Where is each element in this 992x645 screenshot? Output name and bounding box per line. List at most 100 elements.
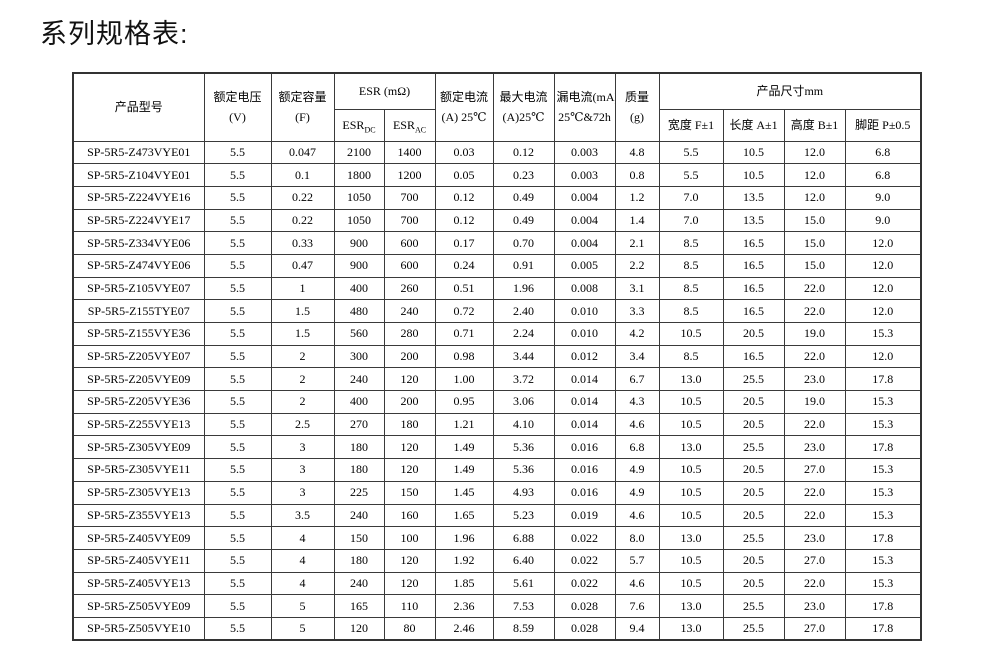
value-cell: 10.5 bbox=[658, 571, 724, 596]
value-cell: 12.0 bbox=[783, 163, 846, 187]
value-cell: 240 bbox=[333, 367, 385, 392]
value-cell: 17.8 bbox=[844, 435, 922, 460]
value-cell: 120 bbox=[333, 616, 385, 641]
product-model-cell: SP-5R5-Z205VYE09 bbox=[72, 367, 205, 392]
value-cell: 120 bbox=[383, 367, 436, 392]
value-cell: 1200 bbox=[383, 163, 436, 187]
product-model-cell: SP-5R5-Z205VYE07 bbox=[72, 344, 205, 369]
header-rated-voltage-line1: 额定电压 bbox=[213, 89, 262, 104]
value-cell: 1 bbox=[270, 276, 335, 301]
value-cell: 700 bbox=[383, 208, 436, 233]
value-cell: 700 bbox=[383, 185, 436, 210]
value-cell: 19.0 bbox=[783, 322, 846, 346]
value-cell: 165 bbox=[333, 594, 385, 618]
value-cell: 5.5 bbox=[203, 163, 272, 187]
value-cell: 80 bbox=[383, 616, 436, 641]
value-cell: 15.3 bbox=[844, 571, 922, 596]
value-cell: 1.49 bbox=[434, 435, 494, 460]
value-cell: 5.5 bbox=[203, 344, 272, 369]
value-cell: 0.70 bbox=[492, 231, 555, 255]
value-cell: 5.5 bbox=[203, 412, 272, 437]
value-cell: 20.5 bbox=[722, 548, 785, 573]
value-cell: 8.0 bbox=[614, 526, 660, 550]
product-model-cell: SP-5R5-Z305VYE11 bbox=[72, 458, 205, 482]
value-cell: 13.5 bbox=[722, 208, 785, 233]
value-cell: 4.8 bbox=[614, 140, 660, 165]
value-cell: 12.0 bbox=[844, 253, 922, 278]
value-cell: 5.5 bbox=[203, 322, 272, 346]
value-cell: 13.0 bbox=[658, 367, 724, 392]
value-cell: 5.5 bbox=[203, 390, 272, 414]
value-cell: 5.5 bbox=[203, 253, 272, 278]
page-title: 系列规格表: bbox=[40, 19, 189, 49]
value-cell: 12.0 bbox=[783, 185, 846, 210]
header-mass-line1: 质量 bbox=[625, 89, 650, 104]
table-row: SP-5R5-Z405VYE11 5.5 4 180 120 1.92 6.40 0.022 5… bbox=[72, 548, 922, 573]
value-cell: 150 bbox=[383, 480, 436, 505]
value-cell: 150 bbox=[333, 526, 385, 550]
value-cell: 5.5 bbox=[203, 276, 272, 301]
value-cell: 15.0 bbox=[783, 231, 846, 255]
value-cell: 22.0 bbox=[783, 299, 846, 323]
spec-table-body: SP-5R5-Z473VYE01 5.5 0.047 2100 1400 0.03 0.12… bbox=[72, 140, 922, 641]
value-cell: 6.40 bbox=[492, 548, 555, 573]
value-cell: 0.98 bbox=[434, 344, 494, 369]
table-row: SP-5R5-Z505VYE10 5.5 5 120 80 2.46 8.59 0.028 9.… bbox=[72, 616, 922, 641]
value-cell: 12.0 bbox=[783, 140, 846, 165]
value-cell: 4.6 bbox=[614, 412, 660, 437]
value-cell: 4 bbox=[270, 548, 335, 573]
value-cell: 15.0 bbox=[783, 208, 846, 233]
table-row: SP-5R5-Z334VYE06 5.5 0.33 900 600 0.17 0.70 0.0… bbox=[72, 231, 922, 255]
header-max-current-line1: 最大电流 bbox=[499, 89, 548, 104]
value-cell: 3.1 bbox=[614, 276, 660, 301]
table-row: SP-5R5-Z224VYE16 5.5 0.22 1050 700 0.12 0.49 0.… bbox=[72, 185, 922, 210]
value-cell: 0.016 bbox=[553, 480, 616, 505]
spec-table-header: 产品型号 额定电压 (V) 额定容量 (F) ESR (mΩ) bbox=[72, 72, 922, 142]
value-cell: 4.9 bbox=[614, 458, 660, 482]
value-cell: 4.10 bbox=[492, 412, 555, 437]
table-row: SP-5R5-Z405VYE09 5.5 4 150 100 1.96 6.88 0.022 8… bbox=[72, 526, 922, 550]
value-cell: 1.45 bbox=[434, 480, 494, 505]
value-cell: 0.005 bbox=[553, 253, 616, 278]
value-cell: 280 bbox=[383, 322, 436, 346]
value-cell: 0.003 bbox=[553, 140, 616, 165]
product-model-cell: SP-5R5-Z305VYE09 bbox=[72, 435, 205, 460]
table-row: SP-5R5-Z105VYE07 5.5 1 400 260 0.51 1.96 0.008 3… bbox=[72, 276, 922, 301]
product-model-cell: SP-5R5-Z224VYE16 bbox=[72, 185, 205, 210]
value-cell: 22.0 bbox=[783, 276, 846, 301]
value-cell: 4 bbox=[270, 571, 335, 596]
value-cell: 19.0 bbox=[783, 390, 846, 414]
value-cell: 15.3 bbox=[844, 480, 922, 505]
value-cell: 3 bbox=[270, 458, 335, 482]
value-cell: 15.3 bbox=[844, 548, 922, 573]
value-cell: 120 bbox=[383, 571, 436, 596]
value-cell: 12.0 bbox=[844, 299, 922, 323]
value-cell: 2.2 bbox=[614, 253, 660, 278]
product-model-cell: SP-5R5-Z473VYE01 bbox=[72, 140, 205, 165]
value-cell: 17.8 bbox=[844, 367, 922, 392]
value-cell: 6.8 bbox=[614, 435, 660, 460]
product-model-cell: SP-5R5-Z474VYE06 bbox=[72, 253, 205, 278]
value-cell: 4 bbox=[270, 526, 335, 550]
product-model-cell: SP-5R5-Z224VYE17 bbox=[72, 208, 205, 233]
value-cell: 0.014 bbox=[553, 367, 616, 392]
value-cell: 8.5 bbox=[658, 231, 724, 255]
value-cell: 270 bbox=[333, 412, 385, 437]
product-model-cell: SP-5R5-Z355VYE13 bbox=[72, 503, 205, 528]
value-cell: 5.5 bbox=[203, 208, 272, 233]
product-model-cell: SP-5R5-Z155VYE36 bbox=[72, 322, 205, 346]
value-cell: 0.8 bbox=[614, 163, 660, 187]
value-cell: 15.3 bbox=[844, 503, 922, 528]
value-cell: 8.5 bbox=[658, 299, 724, 323]
value-cell: 6.8 bbox=[844, 163, 922, 187]
value-cell: 1.4 bbox=[614, 208, 660, 233]
value-cell: 7.6 bbox=[614, 594, 660, 618]
table-row: SP-5R5-Z104VYE01 5.5 0.1 1800 1200 0.05 0.23 0.… bbox=[72, 163, 922, 187]
value-cell: 20.5 bbox=[722, 390, 785, 414]
value-cell: 560 bbox=[333, 322, 385, 346]
value-cell: 600 bbox=[383, 231, 436, 255]
value-cell: 400 bbox=[333, 390, 385, 414]
value-cell: 5 bbox=[270, 616, 335, 641]
value-cell: 1050 bbox=[333, 185, 385, 210]
value-cell: 13.0 bbox=[658, 594, 724, 618]
